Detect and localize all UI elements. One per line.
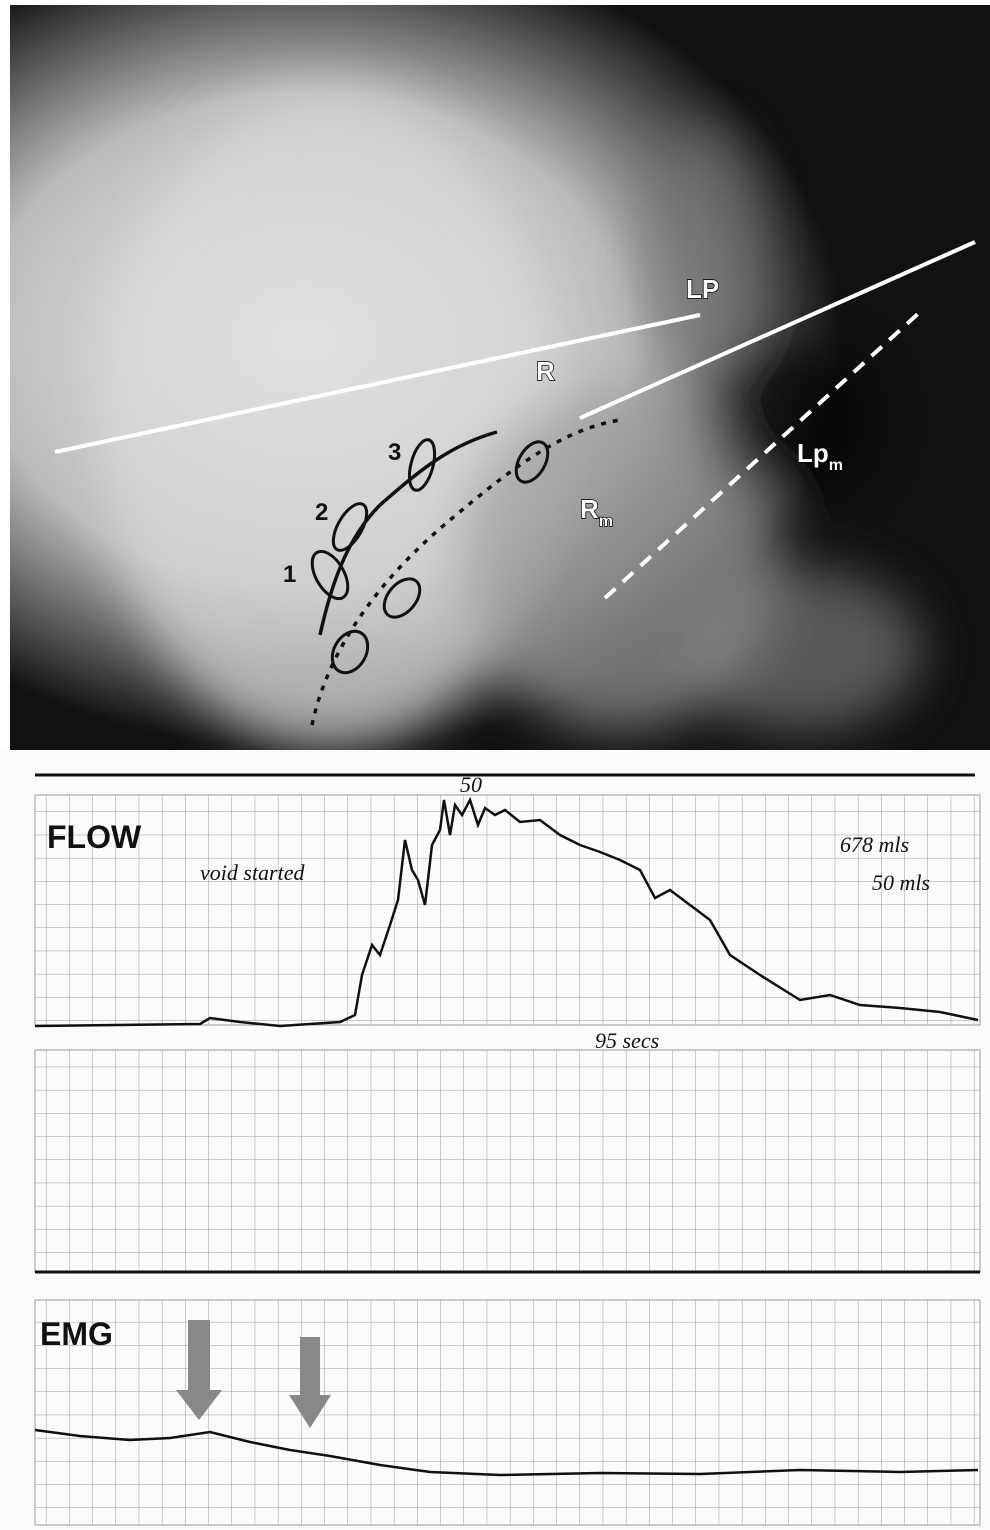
label-rm-sub: m [599, 513, 613, 530]
flow-label: FLOW [47, 819, 142, 855]
note-void: void started [200, 860, 305, 885]
strip-chart [0, 750, 990, 1530]
label-lp: LP [686, 274, 719, 304]
label-lpm-sub: m [829, 457, 843, 474]
label-rm-main: R [580, 494, 599, 524]
label-1: 1 [283, 561, 296, 588]
label-lpm-main: Lp [797, 438, 829, 468]
label-2: 2 [315, 499, 328, 526]
figure: LP R Lpm Rm 1 2 3 FLOW void started 50 6… [0, 0, 990, 1530]
label-3: 3 [388, 439, 401, 466]
scale-note: 50 mls [872, 870, 930, 895]
volume-note: 678 mls [840, 832, 909, 857]
label-r: R [536, 356, 555, 386]
note-peak: 50 [460, 772, 482, 797]
xray-image [10, 5, 990, 750]
duration-note: 95 secs [595, 1028, 659, 1053]
emg-label: EMG [40, 1316, 113, 1352]
